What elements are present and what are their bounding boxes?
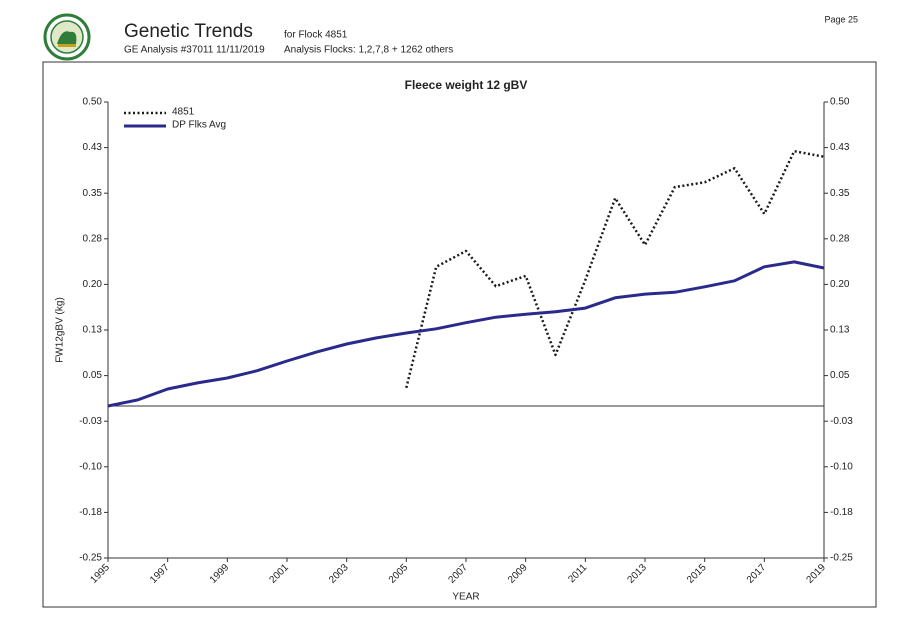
y-tick-label: 0.43: [83, 142, 103, 153]
y-tick-label: 0.28: [83, 233, 103, 244]
x-tick-label: 2011: [566, 562, 589, 585]
chart-frame: [42, 61, 877, 608]
chart-title: Fleece weight 12 gBV: [405, 78, 528, 92]
x-tick-label: 2009: [506, 562, 530, 586]
y2-tick-label: 0.43: [830, 142, 850, 153]
x-tick-label: 1997: [148, 562, 172, 586]
y-tick-label: -0.03: [79, 416, 102, 427]
y2-tick-label: 0.05: [830, 370, 850, 381]
y2-tick-label: -0.18: [830, 507, 853, 518]
x-tick-label: 2019: [804, 562, 828, 586]
flock: for Flock 4851: [284, 30, 348, 41]
x-tick-label: 2005: [387, 562, 411, 586]
series-line: [405, 149, 825, 389]
y2-tick-label: 0.50: [830, 97, 850, 108]
x-tick-label: 2001: [267, 562, 291, 586]
page-number: Page 25: [824, 14, 858, 24]
x-tick-label: 2003: [327, 562, 351, 586]
x-tick-label: 2013: [625, 562, 649, 586]
legend-label: DP Flks Avg: [172, 120, 226, 131]
y-tick-label: -0.18: [79, 507, 102, 518]
y2-tick-label: -0.25: [830, 553, 853, 564]
y-tick-label: 0.20: [83, 279, 103, 290]
y-tick-label: -0.10: [79, 461, 102, 472]
y2-tick-label: 0.20: [830, 279, 850, 290]
y2-tick-label: 0.28: [830, 233, 850, 244]
legend-label: 4851: [172, 107, 195, 118]
logo: [43, 13, 91, 61]
y-axis-label: FW12gBV (kg): [55, 297, 66, 363]
y-tick-label: 0.13: [83, 325, 103, 336]
analysis-flocks: Analysis Flocks: 1,2,7,8 + 1262 others: [284, 45, 453, 56]
page-title: Genetic Trends: [124, 21, 253, 42]
x-tick-label: 2017: [745, 562, 769, 586]
y2-tick-label: 0.13: [830, 325, 850, 336]
y-tick-label: -0.25: [79, 553, 102, 564]
x-tick-label: 1999: [208, 562, 232, 586]
x-axis-label: YEAR: [452, 592, 479, 603]
y2-tick-label: -0.03: [830, 416, 853, 427]
y-tick-label: 0.50: [83, 97, 103, 108]
x-tick-label: 2007: [446, 562, 470, 586]
x-tick-label: 2015: [685, 562, 709, 586]
x-tick-label: 1995: [88, 562, 112, 586]
y-tick-label: 0.35: [83, 188, 103, 199]
series-line: [107, 260, 825, 408]
y2-tick-label: -0.10: [830, 461, 853, 472]
y2-tick-label: 0.35: [830, 188, 850, 199]
y-tick-label: 0.05: [83, 370, 103, 381]
analysis: GE Analysis #37011 11/11/2019: [124, 45, 265, 56]
